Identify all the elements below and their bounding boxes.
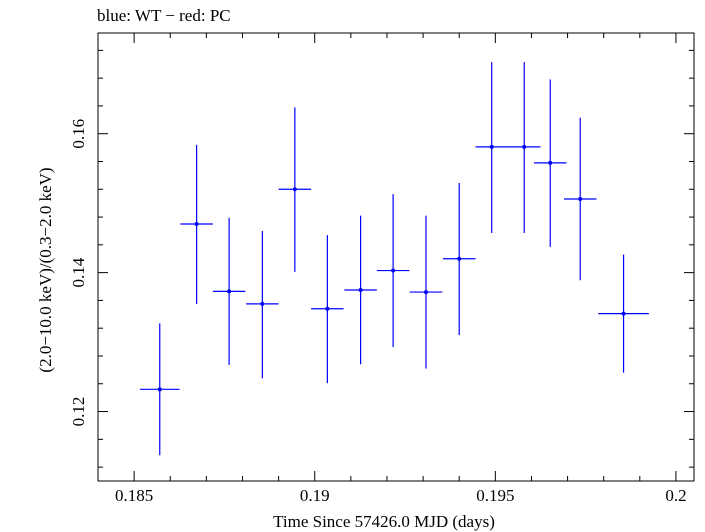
data-marker [391,268,396,273]
data-marker [522,144,527,149]
data-point [507,62,541,234]
data-point [311,235,344,384]
data-point [278,107,312,272]
data-marker [358,287,363,292]
data-marker [325,306,330,311]
data-marker [621,311,626,316]
data-marker [578,197,583,202]
data-point [475,62,508,234]
data-point [409,215,443,369]
chart-title: blue: WT − red: PC [97,6,231,25]
data-marker [423,290,428,295]
data-marker [227,289,232,294]
data-point [376,194,410,347]
y-tick-label: 0.14 [69,257,88,287]
data-point [246,230,279,379]
data-point [563,117,597,281]
x-tick-label: 0.195 [476,486,514,505]
plot-frame [97,32,695,482]
data-marker [157,387,162,392]
data-point [344,215,377,365]
data-point [598,254,649,373]
y-tick-label: 0.12 [69,397,88,427]
data-point [442,183,476,336]
y-axis-label: (2.0−10.0 keV)/(0.3−2.0 keV) [36,167,55,372]
data-point [180,144,213,304]
data-marker [194,222,199,227]
data-marks [139,62,649,456]
data-point [212,217,246,366]
x-tick-label: 0.19 [300,486,330,505]
data-marker [260,301,265,306]
x-tick-label: 0.185 [115,486,153,505]
data-point [533,79,567,247]
data-marker [548,160,553,165]
axis-ticks: 0.185 0.19 0.195 0.2 0.12 0.14 0.16 [69,33,694,505]
data-marker [457,256,462,261]
x-tick-label: 0.2 [665,486,686,505]
x-axis-label: Time Since 57426.0 MJD (days) [273,512,495,531]
y-tick-label: 0.16 [69,119,88,149]
data-marker [489,144,494,149]
data-marker [292,187,297,192]
data-point [139,323,180,456]
